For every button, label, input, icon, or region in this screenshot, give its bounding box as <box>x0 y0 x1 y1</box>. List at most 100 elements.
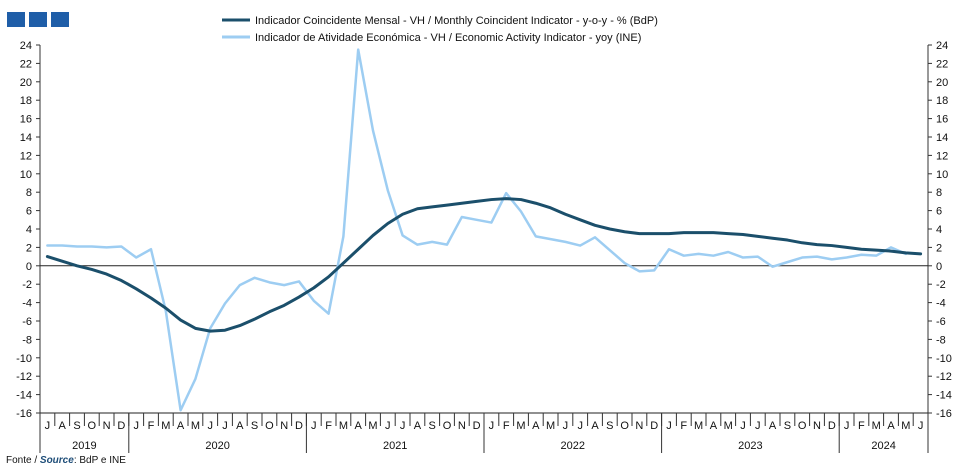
month-label: A <box>414 420 422 432</box>
y-tick-label-left: 20 <box>20 77 32 89</box>
month-label: J <box>207 420 213 432</box>
month-label: J <box>385 420 391 432</box>
month-label: O <box>620 420 629 432</box>
y-tick-label-right: -12 <box>936 371 952 383</box>
month-label: M <box>191 420 200 432</box>
month-label: J <box>400 420 406 432</box>
source-note: Fonte / Source: BdP e INE <box>6 455 126 466</box>
month-label: M <box>694 420 703 432</box>
month-label: J <box>45 420 51 432</box>
month-label: N <box>280 420 288 432</box>
logo-squares <box>7 12 69 27</box>
month-label: F <box>503 420 510 432</box>
month-label: M <box>516 420 525 432</box>
y-tick-label-right: -8 <box>936 334 946 346</box>
y-tick-label-left: -6 <box>22 316 32 328</box>
logo-square <box>51 12 69 27</box>
month-label: M <box>339 420 348 432</box>
month-label: J <box>740 420 746 432</box>
legend-label: Indicador Coincidente Mensal - VH / Mont… <box>255 15 658 27</box>
series-lines <box>45 48 923 412</box>
y-tick-label-left: -12 <box>16 371 32 383</box>
y-tick-label-right: -4 <box>936 298 946 310</box>
year-label: 2019 <box>72 440 96 452</box>
month-label: J <box>844 420 850 432</box>
month-label: A <box>591 420 599 432</box>
axes: -16 -16 -14 -14 -12 -12 -10 -10 -8 -8 -6 -6 -4 -4 -2 -2… <box>16 40 952 453</box>
y-tick-label-right: 16 <box>936 114 948 126</box>
y-tick-label-right: 4 <box>936 224 942 236</box>
month-label: M <box>368 420 377 432</box>
month-label: J <box>666 420 672 432</box>
month-label: O <box>265 420 274 432</box>
y-tick-label-right: -2 <box>936 279 946 291</box>
month-label: A <box>236 420 244 432</box>
series-line-coincident-indicator <box>45 197 923 333</box>
month-label: S <box>73 420 80 432</box>
month-label: O <box>443 420 452 432</box>
month-label: O <box>88 420 97 432</box>
month-label: J <box>755 420 761 432</box>
y-tick-label-right: -16 <box>936 408 952 420</box>
y-tick-label-left: 4 <box>26 224 32 236</box>
y-tick-label-left: -16 <box>16 408 32 420</box>
y-tick-label-left: -2 <box>22 279 32 291</box>
month-label: D <box>650 420 658 432</box>
month-label: O <box>798 420 807 432</box>
month-label: J <box>222 420 228 432</box>
year-label: 2023 <box>738 440 762 452</box>
y-tick-label-left: 12 <box>20 150 32 162</box>
y-tick-label-right: -14 <box>936 390 952 402</box>
y-tick-label-right: 12 <box>936 150 948 162</box>
month-label: A <box>710 420 718 432</box>
y-tick-label-right: 8 <box>936 187 942 199</box>
month-label: N <box>458 420 466 432</box>
month-label: S <box>251 420 258 432</box>
y-tick-label-left: 10 <box>20 169 32 181</box>
y-tick-label-right: 14 <box>936 132 948 144</box>
y-tick-label-right: 6 <box>936 206 942 218</box>
y-tick-label-right: 24 <box>936 40 948 52</box>
y-tick-label-right: 18 <box>936 95 948 107</box>
month-label: S <box>606 420 613 432</box>
y-tick-label-left: 16 <box>20 114 32 126</box>
logo-square <box>29 12 47 27</box>
month-label: M <box>724 420 733 432</box>
month-label: A <box>769 420 777 432</box>
y-tick-label-right: 10 <box>936 169 948 181</box>
month-label: A <box>532 420 540 432</box>
month-label: D <box>473 420 481 432</box>
y-tick-label-left: -8 <box>22 334 32 346</box>
y-tick-label-left: 24 <box>20 40 32 52</box>
y-tick-label-right: 0 <box>936 261 942 273</box>
month-label: J <box>563 420 569 432</box>
month-label: M <box>161 420 170 432</box>
year-label: 2022 <box>561 440 585 452</box>
month-label: F <box>680 420 687 432</box>
month-label: S <box>784 420 791 432</box>
month-label: J <box>489 420 495 432</box>
month-label: J <box>311 420 317 432</box>
y-tick-label-left: 6 <box>26 206 32 218</box>
year-label: 2024 <box>871 440 895 452</box>
month-label: F <box>148 420 155 432</box>
legend-label: Indicador de Atividade Económica - VH / … <box>255 32 641 44</box>
month-label: N <box>813 420 821 432</box>
legend: Indicador Coincidente Mensal - VH / Mont… <box>222 15 658 44</box>
year-label: 2021 <box>383 440 407 452</box>
y-tick-label-right: -6 <box>936 316 946 328</box>
y-tick-label-right: 20 <box>936 77 948 89</box>
month-label: F <box>325 420 332 432</box>
y-tick-label-right: 22 <box>936 58 948 70</box>
y-tick-label-left: 2 <box>26 242 32 254</box>
y-tick-label-left: 0 <box>26 261 32 273</box>
month-label: M <box>546 420 555 432</box>
month-label: A <box>59 420 67 432</box>
month-label: A <box>177 420 185 432</box>
month-label: N <box>635 420 643 432</box>
y-tick-label-left: 18 <box>20 95 32 107</box>
y-tick-label-left: 8 <box>26 187 32 199</box>
month-label: J <box>133 420 139 432</box>
y-tick-label-right: 2 <box>936 242 942 254</box>
